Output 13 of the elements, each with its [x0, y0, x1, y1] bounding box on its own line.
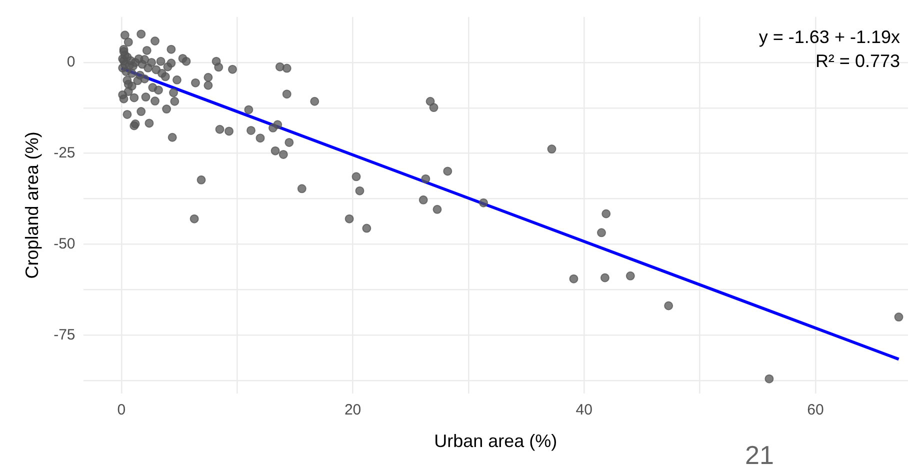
text: 21 — [745, 440, 774, 469]
x-tick-label: 40 — [576, 402, 592, 419]
y-tick-label: 0 — [66, 54, 76, 71]
x-tick-label: 60 — [807, 402, 824, 419]
x-tick-label: 20 — [344, 402, 362, 419]
y-tick-label: -25 — [54, 144, 76, 162]
x-axis-title: Urban area (%) — [434, 431, 558, 452]
annotation: R² = 0.773 — [815, 50, 900, 71]
y-tick-label: -50 — [54, 235, 76, 252]
y-tick-label: -75 — [54, 326, 76, 344]
x-tick-label: 0 — [117, 402, 126, 419]
y-axis-title: Cropland area (%) — [22, 132, 42, 279]
annotation: y = -1.63 + -1.19x — [758, 26, 900, 47]
